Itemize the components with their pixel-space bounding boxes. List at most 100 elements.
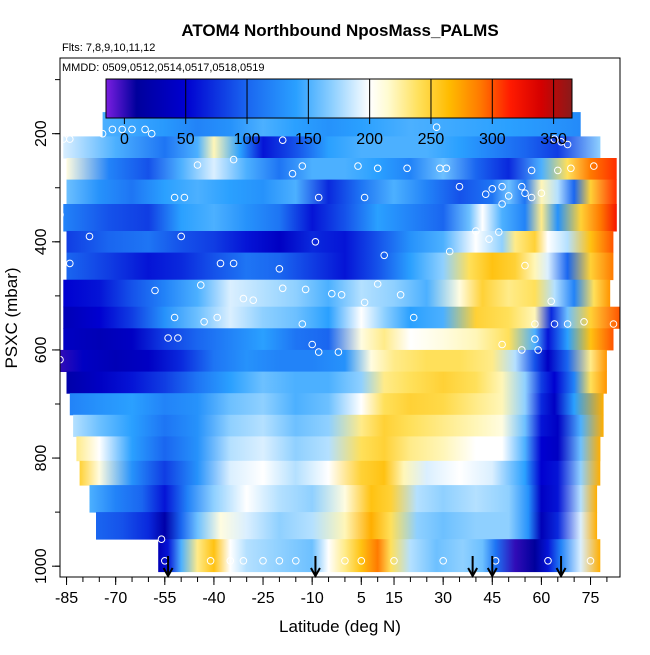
observation-circle — [354, 162, 362, 170]
x-tick-label: 75 — [582, 590, 600, 607]
observation-circle — [527, 166, 536, 175]
heatmap-band-15 — [76, 436, 601, 462]
heatmap-band-13 — [69, 393, 604, 416]
observation-circle — [504, 192, 513, 200]
x-tick-label: 30 — [434, 590, 452, 607]
observation-circle — [66, 259, 74, 268]
observation-circle — [141, 125, 149, 134]
observation-circle — [590, 162, 598, 170]
observation-circle — [563, 140, 572, 149]
observation-circle — [481, 190, 490, 198]
observation-circle — [518, 346, 526, 354]
observation-circle — [229, 259, 238, 268]
observation-circle — [455, 182, 464, 191]
x-tick-label: -70 — [104, 590, 127, 607]
observation-circle — [311, 238, 320, 246]
heatmap-band-4 — [66, 179, 617, 205]
observation-circle — [249, 296, 257, 305]
x-tick-label: -25 — [251, 590, 274, 607]
heatmap-band-19 — [158, 539, 601, 573]
observation-circle — [527, 193, 536, 202]
heatmap-band-16 — [79, 460, 601, 486]
y-tick-label: 200 — [33, 120, 50, 147]
observation-circle — [298, 320, 307, 328]
observation-circle — [275, 557, 284, 565]
observation-circle — [301, 285, 310, 294]
heatmap-band-9 — [63, 306, 621, 329]
observation-circle — [292, 557, 300, 565]
observation-circle — [174, 334, 182, 342]
observation-circle — [118, 125, 126, 134]
flights-subtitle: Flts: 7,8,9,10,11,12 — [62, 42, 155, 54]
observation-circle — [550, 135, 559, 143]
profile-arrow — [555, 556, 567, 579]
heatmap-band-2 — [63, 136, 601, 159]
observation-circle — [108, 125, 117, 134]
observation-circle — [341, 557, 349, 565]
observation-circle — [563, 320, 572, 328]
colorbar-tick-label: 250 — [418, 131, 445, 148]
observation-circle — [288, 169, 297, 178]
heatmap-band-3 — [66, 158, 617, 181]
x-tick-label: 45 — [483, 590, 501, 607]
observation-circle — [403, 164, 411, 173]
observation-circle — [298, 162, 307, 170]
profile-arrow — [310, 556, 321, 579]
y-tick-label: 400 — [33, 228, 50, 255]
x-axis-title: Latitude (deg N) — [279, 617, 401, 636]
observation-circle — [360, 193, 369, 202]
heatmap-band-10 — [63, 328, 614, 351]
profile-arrow — [467, 556, 479, 579]
observation-circle — [193, 161, 202, 169]
heatmap-band-6 — [66, 231, 614, 254]
observation-circle — [200, 318, 208, 326]
observation-circle — [439, 557, 448, 565]
observation-circle — [213, 313, 221, 322]
x-tick-label: 60 — [533, 590, 551, 607]
observation-circle — [360, 298, 369, 307]
observation-circle — [373, 280, 382, 288]
observation-circle — [531, 335, 539, 343]
x-tick-label: -10 — [301, 590, 324, 607]
observation-circle — [216, 259, 225, 268]
heatmap-band-7 — [66, 252, 614, 281]
observation-circle — [432, 123, 441, 131]
observation-circle — [442, 164, 451, 173]
observation-circle — [495, 228, 503, 236]
observation-circle — [239, 557, 248, 565]
observation-circle — [498, 340, 506, 349]
colorbar-tick-label: 300 — [479, 131, 506, 148]
heatmap-band-12 — [66, 371, 607, 394]
observation-circle — [373, 164, 382, 173]
observation-circle — [409, 313, 418, 322]
heatmap-band-18 — [96, 512, 598, 540]
colorbar-gradient — [106, 79, 572, 118]
observation-circle — [314, 348, 323, 356]
observation-circle — [550, 320, 559, 328]
observation-circle — [357, 557, 366, 565]
observation-circle — [170, 193, 179, 202]
observation-circle — [488, 185, 497, 193]
colorbar-tick-label: 0 — [120, 131, 129, 148]
observation-circle — [554, 166, 562, 175]
observation-circle — [544, 557, 552, 565]
observation-circle — [380, 251, 389, 260]
observation-circle — [308, 340, 317, 349]
heatmap-band-14 — [73, 414, 604, 437]
x-tick-label: -85 — [55, 590, 78, 607]
colorbar-tick-label: 200 — [356, 131, 383, 148]
observation-circle — [128, 125, 136, 134]
profile-arrows — [162, 556, 567, 579]
observation-circle — [151, 286, 159, 295]
observation-circle — [334, 348, 343, 356]
colorbar-tick-label: 50 — [177, 131, 195, 148]
observation-circle — [498, 200, 506, 208]
observation-circle — [472, 227, 480, 235]
observation-circle — [147, 129, 156, 138]
y-axis-title: PSXC (mbar) — [2, 267, 21, 368]
observation-circle — [98, 129, 107, 138]
heatmap-band-5 — [63, 204, 617, 232]
observation-circle — [557, 138, 565, 146]
observation-circle — [314, 193, 323, 202]
